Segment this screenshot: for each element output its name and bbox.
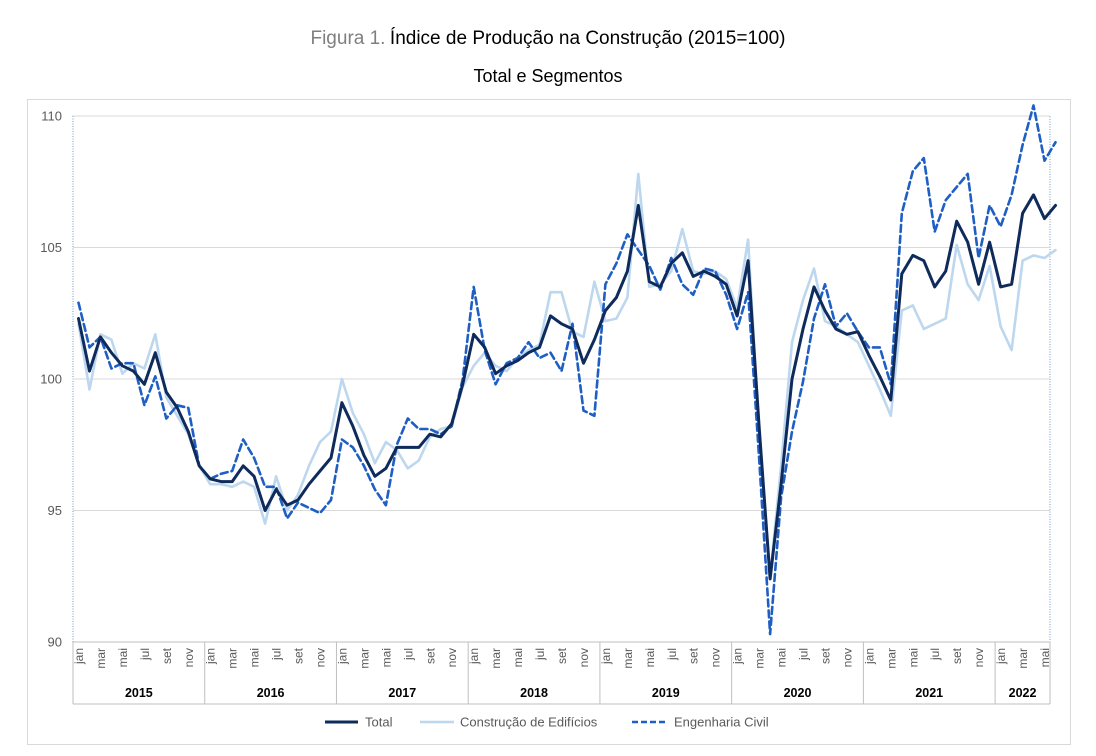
year-label: 2020: [784, 686, 812, 700]
month-tick-label: nov: [972, 648, 986, 667]
month-tick-label: mai: [1038, 648, 1052, 667]
month-tick-label: jan: [731, 648, 745, 665]
figure-title: Figura 1. Índice de Produção na Construç…: [0, 26, 1096, 52]
month-tick-label: mai: [379, 648, 393, 667]
month-tick-label: nov: [709, 648, 723, 667]
month-tick-label: mar: [1016, 648, 1030, 669]
month-tick-label: mar: [753, 648, 767, 669]
month-tick-label: mar: [884, 648, 898, 669]
month-tick-label: set: [160, 647, 174, 664]
month-tick-label: mai: [511, 648, 525, 667]
month-tick-label: mai: [248, 648, 262, 667]
y-tick-label: 110: [41, 109, 62, 124]
month-tick-label: nov: [313, 648, 327, 667]
y-tick-label: 90: [48, 635, 62, 650]
month-tick-label: jan: [862, 648, 876, 665]
month-tick-label: nov: [840, 648, 854, 667]
month-tick-label: mai: [116, 648, 130, 667]
year-label: 2019: [652, 686, 680, 700]
month-tick-label: jan: [72, 648, 86, 665]
year-label: 2022: [1009, 686, 1037, 700]
month-tick-label: set: [555, 647, 569, 664]
y-tick-label: 100: [40, 372, 62, 387]
year-label: 2018: [520, 686, 548, 700]
month-tick-label: jul: [138, 648, 152, 661]
month-tick-label: nov: [182, 648, 196, 667]
month-tick-label: mar: [94, 648, 108, 669]
month-tick-label: mar: [489, 648, 503, 669]
month-tick-label: jan: [335, 648, 349, 665]
month-tick-label: mai: [775, 648, 789, 667]
month-tick-label: jul: [665, 648, 679, 661]
series-line-engenharia-civil: [77, 104, 1057, 636]
chart-frame: [27, 99, 1071, 745]
month-tick-label: mai: [906, 648, 920, 667]
legend-label: Engenharia Civil: [674, 715, 769, 730]
year-label: 2017: [388, 686, 416, 700]
month-tick-label: set: [950, 647, 964, 664]
month-tick-label: mar: [226, 648, 240, 669]
month-tick-label: jan: [994, 648, 1008, 665]
month-tick-label: jul: [928, 648, 942, 661]
month-tick-label: jul: [401, 648, 415, 661]
legend-label: Construção de Edifícios: [460, 715, 598, 730]
legend-label: Total: [365, 715, 393, 730]
month-tick-label: jul: [533, 648, 547, 661]
y-tick-label: 95: [48, 503, 62, 518]
month-tick-label: nov: [445, 648, 459, 667]
month-tick-label: set: [292, 647, 306, 664]
month-tick-label: jul: [797, 648, 811, 661]
chart-subtitle: Total e Segmentos: [473, 66, 623, 86]
series-line-edificios: [77, 172, 1057, 578]
month-tick-label: nov: [577, 648, 591, 667]
month-tick-label: jan: [599, 648, 613, 665]
month-tick-label: jul: [270, 648, 284, 661]
series-line-total: [77, 193, 1057, 581]
month-tick-label: mar: [357, 648, 371, 669]
chart-title: Índice de Produção na Construção (2015=1…: [389, 28, 786, 49]
year-label: 2016: [257, 686, 285, 700]
month-tick-label: mai: [643, 648, 657, 667]
y-tick-label: 105: [40, 240, 62, 255]
year-label: 2015: [125, 686, 153, 700]
month-tick-label: jan: [204, 648, 218, 665]
month-tick-label: set: [423, 647, 437, 664]
figure-number: Figura 1.: [310, 28, 386, 49]
month-tick-label: set: [687, 647, 701, 664]
month-tick-label: mar: [621, 648, 635, 669]
year-label: 2021: [915, 686, 943, 700]
month-tick-label: set: [818, 647, 832, 664]
month-tick-label: jan: [467, 648, 481, 665]
